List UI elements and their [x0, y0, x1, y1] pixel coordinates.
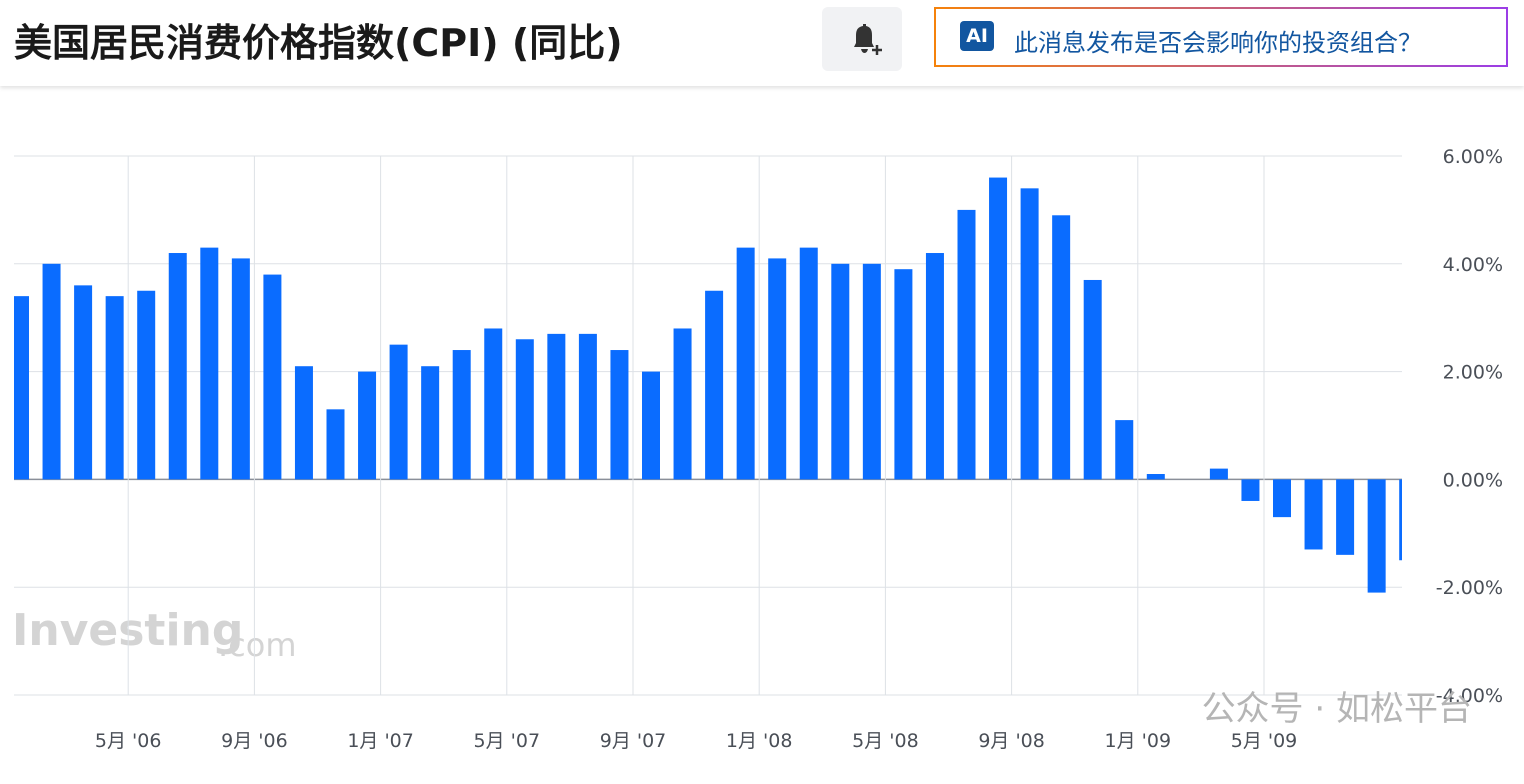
bar: [578, 333, 597, 480]
bar: [326, 409, 345, 480]
bar: [862, 263, 881, 480]
bar: [294, 366, 313, 480]
bar: [452, 350, 471, 480]
bar: [137, 290, 156, 480]
bar: [1399, 479, 1402, 561]
x-tick-label: 9月 '08: [978, 730, 1045, 752]
bar: [799, 247, 818, 480]
bar: [547, 333, 566, 480]
bar: [200, 247, 219, 480]
bar: [389, 344, 408, 480]
ai-prompt: 此消息发布是否会影响你的投资组合？: [1014, 29, 1422, 57]
y-tick-label: 4.00%: [1443, 254, 1503, 276]
header: 美国居民消费价格指数(CPI) (同比) AI 此消息发布是否会影响你的投资组合…: [0, 0, 1524, 86]
bar: [1336, 479, 1355, 555]
bar: [673, 328, 692, 480]
bar: [925, 253, 944, 480]
alert-button[interactable]: [822, 7, 902, 71]
bar: [421, 366, 440, 480]
watermark: .com: [218, 626, 297, 664]
y-tick-label: 2.00%: [1443, 362, 1503, 384]
bar: [1146, 474, 1165, 480]
bar: [1367, 479, 1386, 593]
x-tick-label: 1月 '07: [347, 730, 414, 752]
x-tick-label: 9月 '06: [221, 730, 288, 752]
x-tick-label: 5月 '09: [1231, 730, 1298, 752]
bar: [42, 263, 61, 480]
y-tick-label: -2.00%: [1436, 577, 1503, 599]
chart-title: 美国居民消费价格指数(CPI) (同比): [14, 21, 623, 65]
bar: [642, 371, 660, 480]
y-tick-label: -4.00%: [1436, 685, 1503, 707]
watermark: 公众号 · 如松平台: [1202, 689, 1472, 729]
bar: [957, 209, 976, 480]
bar: [1052, 215, 1071, 480]
bar: [736, 247, 755, 480]
bar: [768, 258, 787, 480]
x-tick-label: 5月 '08: [852, 730, 919, 752]
bar: [263, 274, 282, 480]
ai-badge: AI: [960, 21, 994, 51]
bar: [1115, 420, 1134, 480]
bar: [989, 177, 1008, 480]
bar: [1209, 468, 1228, 480]
x-tick-label: 5月 '07: [474, 730, 541, 752]
bar: [231, 258, 250, 480]
bar: [74, 285, 93, 480]
bar: [1273, 479, 1291, 518]
ai-button[interactable]: AI 此消息发布是否会影响你的投资组合？: [934, 7, 1508, 67]
x-tick-label: 5月 '06: [95, 730, 162, 752]
bar: [1083, 279, 1102, 480]
bar: [484, 328, 503, 480]
bar: [831, 263, 850, 480]
bar: [610, 350, 629, 480]
bar: [515, 339, 534, 480]
bars: [14, 177, 1402, 593]
bar: [105, 296, 124, 480]
y-tick-label: 0.00%: [1443, 469, 1503, 491]
bar: [705, 290, 724, 480]
x-tick-label: 1月 '09: [1105, 730, 1172, 752]
bar: [1020, 188, 1039, 480]
bar: [358, 371, 377, 480]
x-tick-label: 1月 '08: [726, 730, 793, 752]
bar: [14, 296, 29, 480]
y-tick-label: 6.00%: [1443, 146, 1503, 168]
bar: [1304, 479, 1323, 550]
watermark: Investing: [12, 605, 243, 656]
x-tick-label: 9月 '07: [600, 730, 667, 752]
bar: [1241, 479, 1260, 501]
bar: [894, 269, 913, 480]
bell-icon: [854, 24, 882, 55]
bar: [168, 253, 187, 480]
